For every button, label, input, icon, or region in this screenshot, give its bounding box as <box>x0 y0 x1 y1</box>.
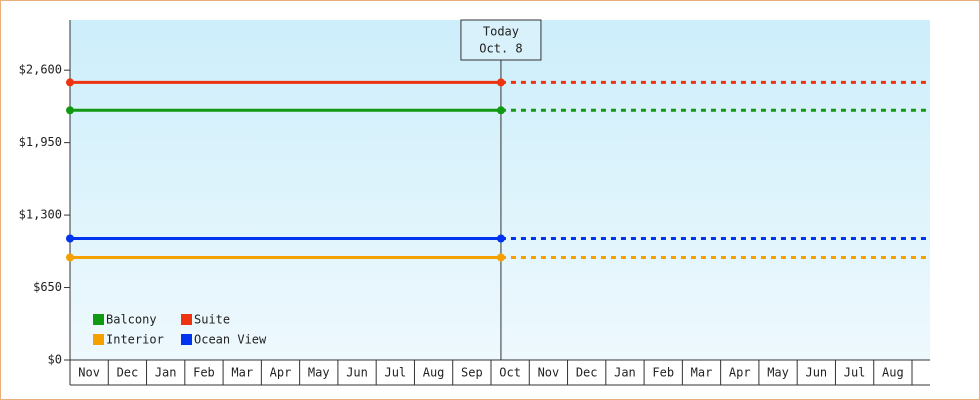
series-point <box>66 234 74 243</box>
series-point <box>66 106 74 115</box>
y-tick-label: $0 <box>48 353 62 367</box>
legend-swatch <box>93 314 104 325</box>
legend-label: Ocean View <box>194 333 267 347</box>
x-tick-label: Jun <box>805 366 827 380</box>
x-tick-label: Jul <box>384 366 406 380</box>
y-tick-label: $1,950 <box>19 135 62 149</box>
today-label: Today <box>483 25 519 39</box>
x-tick-label: Jul <box>844 366 866 380</box>
legend-label: Interior <box>106 333 164 347</box>
x-tick-label: Dec <box>576 366 598 380</box>
legend-swatch <box>181 334 192 345</box>
today-box <box>460 19 542 61</box>
x-tick-label: Apr <box>729 366 751 380</box>
plot-area <box>70 20 930 360</box>
x-tick-label: Aug <box>423 366 445 380</box>
series-point <box>496 78 505 87</box>
x-tick-label: Jan <box>614 366 636 380</box>
x-tick-label: Nov <box>78 366 100 380</box>
x-tick-label: Mar <box>691 366 713 380</box>
legend-swatch <box>181 314 192 325</box>
series-point <box>496 253 505 262</box>
series-point <box>496 234 505 243</box>
y-tick-label: $1,300 <box>19 208 62 222</box>
x-tick-label: Jun <box>346 366 368 380</box>
x-tick-label: May <box>308 366 330 380</box>
x-tick-label: Dec <box>117 366 139 380</box>
x-tick-label: Mar <box>231 366 253 380</box>
x-tick-label: Oct <box>499 366 521 380</box>
series-point <box>496 106 505 115</box>
x-tick-label: Apr <box>270 366 292 380</box>
y-tick-label: $2,600 <box>19 63 62 77</box>
series-point <box>66 253 74 262</box>
x-tick-label: May <box>767 366 789 380</box>
today-date: Oct. 8 <box>479 42 522 56</box>
legend-label: Suite <box>194 313 230 327</box>
x-tick-label: Nov <box>538 366 560 380</box>
x-tick-label: Sep <box>461 366 483 380</box>
y-tick-label: $650 <box>33 280 62 294</box>
series-point <box>66 78 74 87</box>
x-tick-label: Feb <box>652 366 674 380</box>
x-tick-label: Aug <box>882 366 904 380</box>
legend-label: Balcony <box>106 313 157 327</box>
x-tick-label: Feb <box>193 366 215 380</box>
legend-swatch <box>93 334 104 345</box>
x-tick-label: Jan <box>155 366 177 380</box>
